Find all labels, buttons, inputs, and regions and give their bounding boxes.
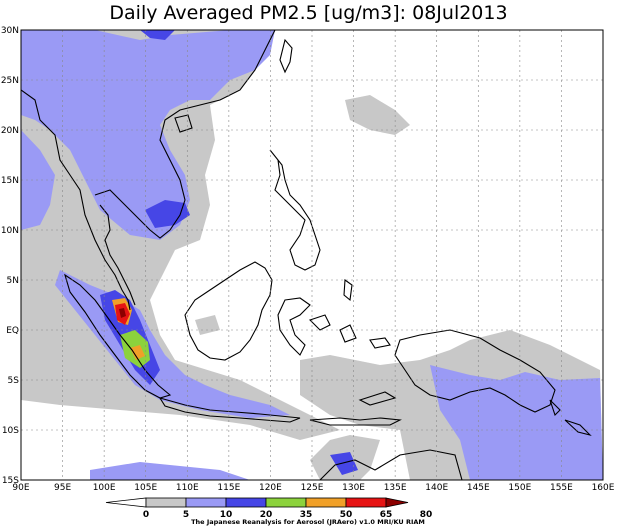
lon-tick-label: 125E [301, 483, 324, 493]
colorbar-label: 50 [340, 510, 353, 520]
pm25-band-5-10-north [345, 95, 410, 135]
lat-tick-label: 30N [1, 26, 19, 36]
lon-tick-label: 135E [384, 483, 407, 493]
colorbar-swatch [225, 497, 267, 508]
lon-tick-label: 120E [259, 483, 282, 493]
colorbar-label: 20 [260, 510, 273, 520]
lon-tick-label: 145E [467, 483, 490, 493]
lon-tick-label: 90E [12, 483, 29, 493]
pm25-band-20-35-indochina [145, 200, 190, 228]
colorbar-swatch [185, 497, 227, 508]
lon-tick-label: 150E [508, 483, 531, 493]
map-title: Daily Averaged PM2.5 [ug/m3]: 08Jul2013 [109, 2, 508, 24]
colorbar-label: 5 [183, 510, 189, 520]
lon-tick-label: 140E [425, 483, 448, 493]
credit-text: The Japanese Reanalysis for Aerosol (JRA… [191, 518, 425, 526]
lat-tick-label: EQ [6, 326, 19, 336]
colorbar-swatch [105, 497, 147, 508]
lat-tick-label: 15N [1, 176, 19, 186]
map-frame [20, 29, 604, 481]
colorbar-swatch [145, 497, 187, 508]
colorbar-label: 65 [380, 510, 393, 520]
coastline-timor [358, 391, 397, 406]
coastline-maluku [339, 278, 391, 349]
lat-tick-label: 20N [1, 126, 19, 136]
lon-tick-labels: 90E 95E 100E 105E 110E 115E 120E 125E 130E 135E 14… [12, 483, 614, 493]
pm25-band-10-20-south [90, 462, 250, 480]
coastline-sumatra [64, 273, 172, 399]
lat-tick-labels: 30N 25N 20N 15N 10N 5N EQ 5S 10S 15S [1, 26, 19, 486]
coastline-philippines [269, 149, 321, 271]
coastline-sulawesi [277, 297, 331, 356]
lon-tick-label: 155E [550, 483, 573, 493]
lat-tick-label: 10N [1, 226, 19, 236]
lon-tick-label: 105E [134, 483, 157, 493]
colorbar-label: 80 [420, 510, 433, 520]
colorbar-swatch [305, 497, 347, 508]
pm25-band-20-35-north [140, 30, 175, 40]
gridlines [21, 30, 603, 480]
coastline-taiwan [279, 38, 293, 74]
coastline-australia [319, 449, 463, 480]
coastline-mainland [21, 30, 276, 311]
lat-tick-label: 5S [8, 376, 20, 386]
coastline-lesser-sunda [309, 417, 402, 426]
lon-tick-label: 95E [54, 483, 71, 493]
lat-tick-label: 5N [7, 276, 19, 286]
coastline-java [158, 397, 301, 423]
pm25-band-10-20-east [430, 365, 603, 480]
lon-tick-label: 100E [93, 483, 116, 493]
coastline-hainan [174, 114, 193, 133]
lon-tick-label: 160E [592, 483, 615, 493]
coastline-new-guinea [394, 329, 556, 413]
colorbar-label: 0 [143, 510, 149, 520]
colorbar-label: 10 [220, 510, 233, 520]
lon-tick-label: 115E [217, 483, 240, 493]
colorbar-swatch [345, 497, 387, 508]
colorbar-label: 35 [300, 510, 313, 520]
pm25-band-10-20-north [21, 30, 275, 240]
colorbar-swatch [265, 497, 307, 508]
coastlines [21, 30, 592, 480]
lon-tick-label: 110E [176, 483, 199, 493]
colorbar: 0 5 10 20 35 50 65 80 [105, 497, 433, 520]
pm25-band-20-35-south [330, 452, 358, 475]
lon-tick-label: 130E [342, 483, 365, 493]
lat-tick-label: 25N [1, 76, 19, 86]
coastline-borneo [184, 261, 273, 361]
lat-tick-label: 10S [2, 426, 19, 436]
coastline-peninsula [99, 204, 136, 306]
coastline-solomon [549, 399, 592, 437]
pm25-band-80-plus [119, 308, 126, 318]
colorbar-swatch [385, 497, 409, 508]
lat-tick-label: 15S [2, 476, 19, 486]
